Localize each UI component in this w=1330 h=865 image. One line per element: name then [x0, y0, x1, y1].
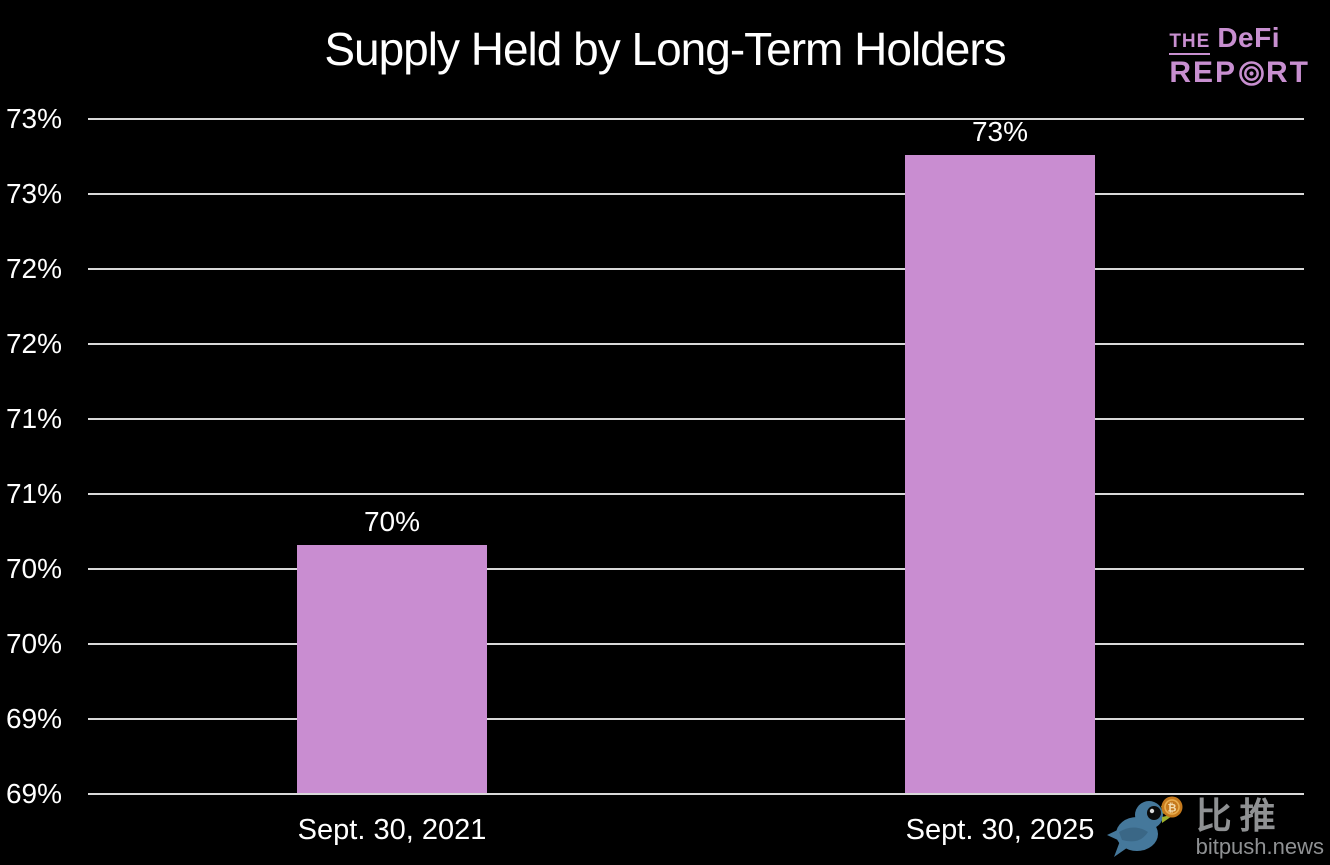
- y-axis-tick-label: 73%: [5, 178, 62, 209]
- brand-rep-label: REP: [1169, 56, 1237, 89]
- gridline: [88, 268, 1304, 270]
- gridline: [88, 793, 1304, 795]
- bitpush-site-url: bitpush.news: [1195, 833, 1324, 859]
- gridline: [88, 118, 1304, 120]
- x-axis-category-label: Sept. 30, 2021: [297, 814, 487, 846]
- brand-line2: REP RT: [1169, 58, 1310, 88]
- gridline: [88, 343, 1304, 345]
- bar-value-label: 73%: [971, 116, 1029, 147]
- y-axis-tick-label: 73%: [5, 103, 62, 134]
- y-axis-tick-label: 70%: [5, 553, 62, 584]
- bar-sept-30-2021: [297, 545, 487, 793]
- bar-sept-30-2025: [905, 155, 1095, 793]
- gridline: [88, 193, 1304, 195]
- defi-report-logo: THE DeFi REP RT: [1169, 24, 1310, 88]
- bar-value-label: 70%: [363, 506, 421, 537]
- brand-line1: THE DeFi: [1169, 24, 1310, 55]
- chart-title: Supply Held by Long-Term Holders: [324, 23, 1006, 75]
- y-axis-tick-label: 72%: [5, 328, 62, 359]
- gridline: [88, 568, 1304, 570]
- x-axis-category-label: Sept. 30, 2025: [905, 814, 1095, 846]
- bitcoin-symbol: ₿: [1167, 803, 1176, 815]
- gridline: [88, 718, 1304, 720]
- bitpush-bird-icon: ₿: [1106, 796, 1183, 857]
- brand-defi-label: DeFi: [1217, 22, 1280, 53]
- y-axis-tick-label: 69%: [5, 778, 62, 809]
- y-axis-tick-label: 71%: [5, 403, 62, 434]
- gridline: [88, 643, 1304, 645]
- bitpush-logo: ₿ 比推 bitpush.news: [1106, 795, 1324, 861]
- bitpush-text: 比推 bitpush.news: [1196, 797, 1324, 859]
- y-axis-tick-label: 72%: [5, 253, 62, 284]
- gridline: [88, 418, 1304, 420]
- y-axis-tick-label: 69%: [5, 703, 62, 734]
- y-axis-tick-label: 70%: [5, 628, 62, 659]
- gridline: [88, 493, 1304, 495]
- y-axis-tick-label: 71%: [5, 478, 62, 509]
- bitpush-chinese-name: 比推: [1195, 795, 1284, 836]
- bullseye-icon: [1239, 60, 1264, 86]
- brand-the-label: THE: [1169, 32, 1211, 55]
- brand-rt-label: RT: [1266, 56, 1310, 89]
